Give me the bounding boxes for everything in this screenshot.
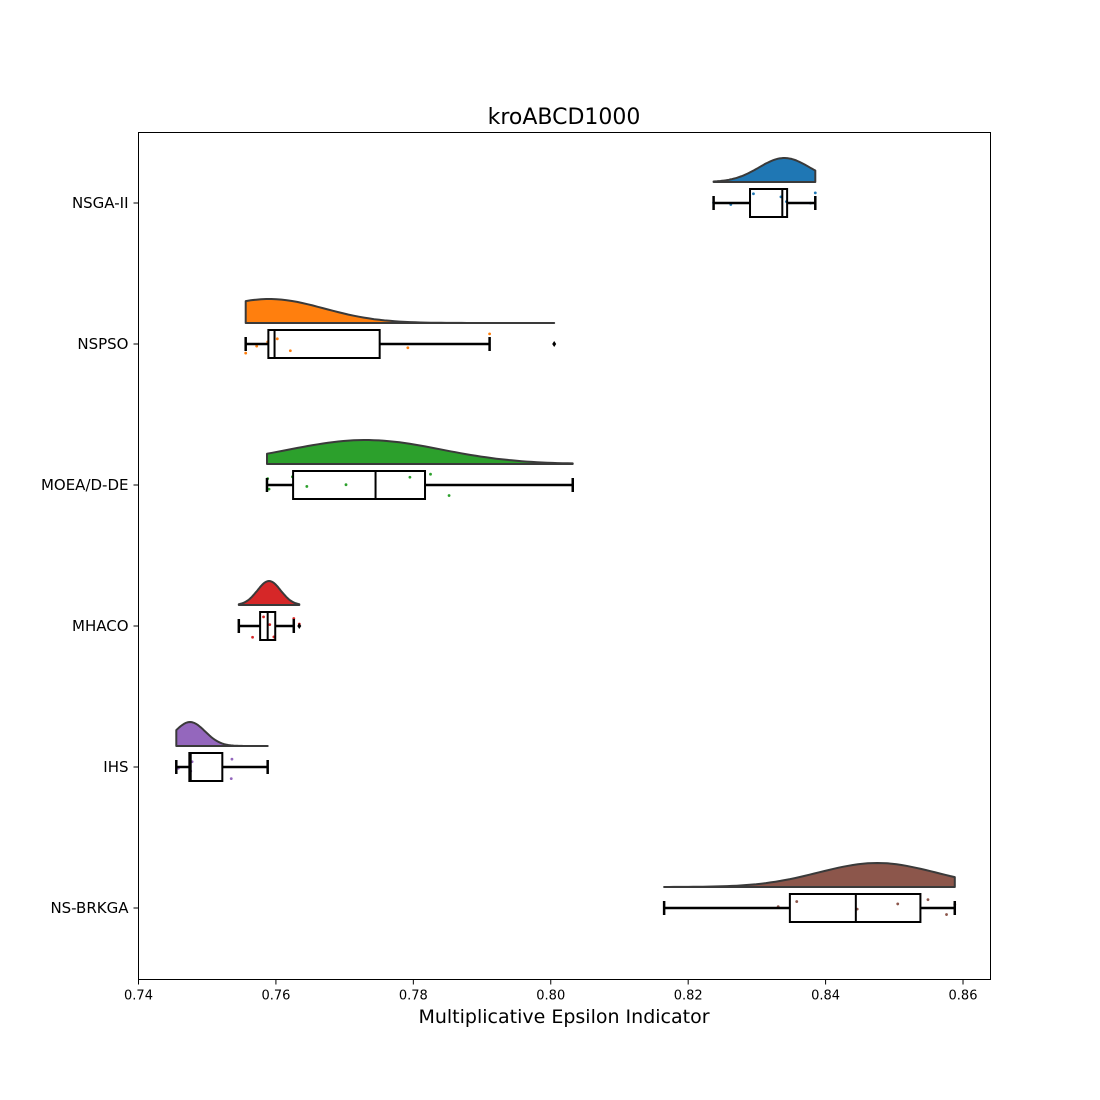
data-point [244,351,248,355]
data-point [255,344,259,348]
y-tick-label: MOEA/D-DE [41,476,129,494]
y-axis: NSGA-II NSPSO MOEA/D-DE MHACO IHS NS-BRKGA [41,194,139,917]
data-point [795,900,799,903]
series-group [237,580,302,641]
x-axis: 0.74 0.76 0.78 0.80 0.82 0.84 0.86 [124,979,978,1004]
density-cloud [663,862,956,888]
data-point [896,902,900,906]
series-group [265,439,574,500]
data-point [229,777,233,781]
series-group [244,298,557,359]
series-group [175,721,269,782]
data-point [230,757,234,761]
data-point [406,346,410,350]
data-point [429,472,432,476]
box-iqr [749,188,789,218]
x-tick-label: 0.74 [124,989,153,1004]
density-cloud [244,298,556,324]
chart-title: kroABCD1000 [488,105,641,130]
outlier-marker [297,623,302,629]
density-cloud [712,157,817,183]
outlier-marker [552,341,557,347]
density-cloud [175,721,269,747]
x-tick-label: 0.82 [674,989,703,1004]
data-point [926,898,930,902]
data-point [268,623,272,627]
box-iqr [267,329,381,359]
data-point [813,191,817,195]
data-point [408,475,412,479]
data-point [288,349,292,353]
y-tick-label: NS-BRKGA [50,899,129,917]
data-point [275,337,279,341]
series-group [662,862,957,923]
x-tick-label: 0.84 [811,989,840,1004]
x-tick-label: 0.86 [949,989,978,1004]
y-tick-label: NSGA-II [72,194,129,212]
plot-frame [138,132,991,980]
density-cloud [266,439,574,465]
y-tick-label: IHS [103,758,128,776]
data-point [945,913,948,916]
y-tick-label: NSPSO [77,335,128,353]
data-point [305,485,309,488]
data-point [267,487,271,491]
y-tick-label: MHACO [72,617,129,635]
x-axis-label: Multiplicative Epsilon Indicator [418,1006,709,1028]
x-tick-label: 0.76 [261,989,290,1004]
data-point [752,192,755,196]
plot-area [175,157,957,923]
x-tick-label: 0.78 [399,989,428,1004]
data-point [344,483,348,487]
data-point [447,494,451,497]
box-iqr [292,470,427,500]
data-point [262,615,265,619]
data-point [251,635,254,639]
density-cloud [237,580,301,606]
series-group [712,157,817,218]
x-tick-label: 0.80 [536,989,565,1004]
box-iqr [188,752,224,782]
data-point [488,332,492,336]
